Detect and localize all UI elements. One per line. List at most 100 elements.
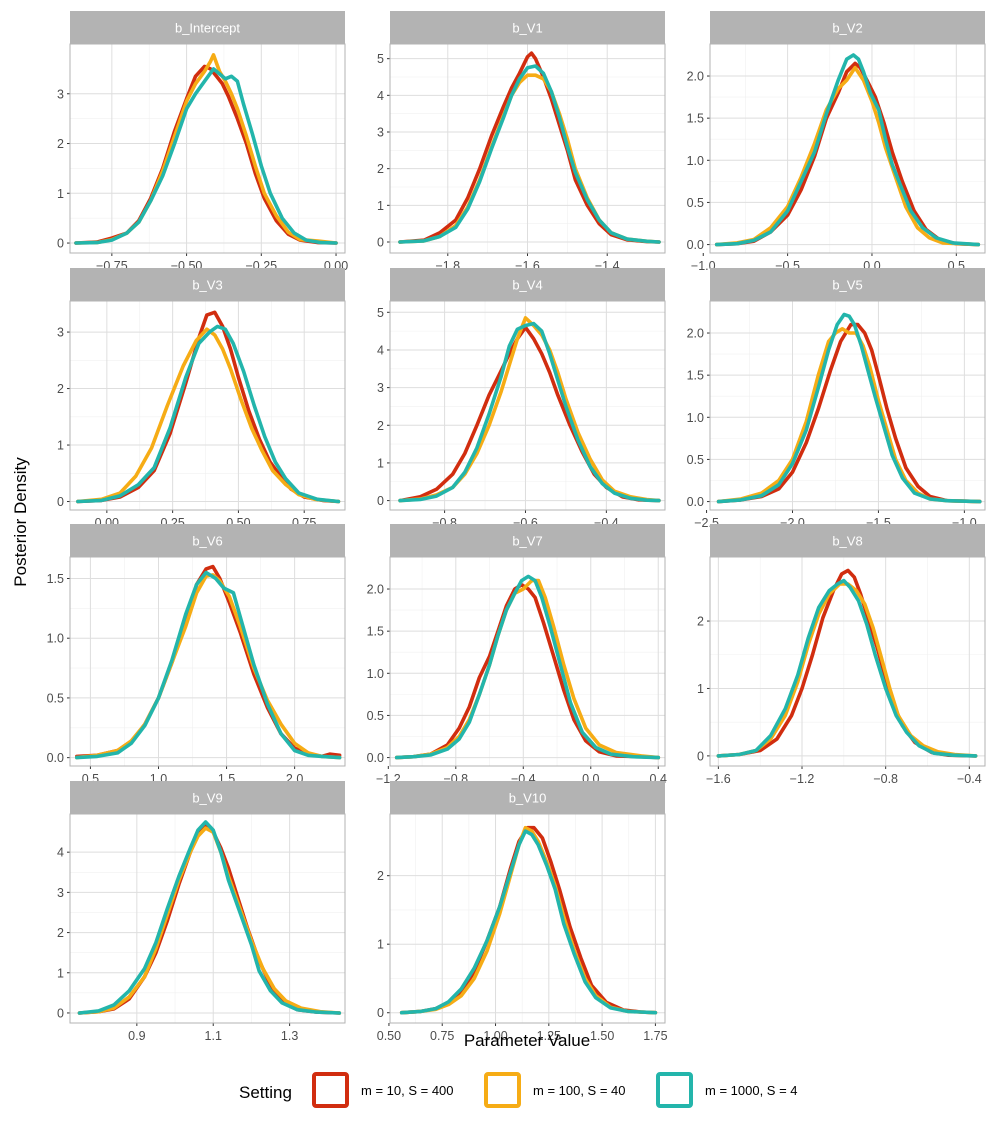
- x-tick-label: 1.00: [483, 1029, 507, 1043]
- y-tick-label: 1.0: [47, 632, 64, 646]
- y-tick-label: 1.5: [687, 369, 704, 383]
- density-line-m-1000-s-4: [394, 574, 661, 760]
- x-tick-label: 1.3: [281, 1029, 298, 1043]
- panel-strip: [70, 524, 345, 557]
- panel-border: [69, 813, 346, 1024]
- panel-title: b_V9: [192, 791, 222, 806]
- density-line-m-1000-s-4: [398, 321, 661, 503]
- panel-border: [389, 300, 666, 511]
- y-tick-label: 3: [377, 126, 384, 140]
- x-tick-label: 0.9: [128, 1029, 145, 1043]
- density-line-m-100-s-40: [716, 327, 982, 504]
- panel-b-v8: b_V8 −1.6 −1.2 −0.8 −0.4 0 1 2: [697, 524, 986, 786]
- density-line-m-10-s-400: [398, 51, 661, 244]
- y-tick-label: 1: [57, 966, 64, 980]
- panel-title: b_V10: [509, 791, 547, 806]
- panel-title: b_V1: [512, 21, 542, 36]
- plot-background: [710, 557, 985, 766]
- x-tick-label: −1.6: [706, 772, 731, 786]
- panel-border: [709, 43, 986, 254]
- y-tick-label: 1: [57, 439, 64, 453]
- panel-border: [69, 556, 346, 767]
- y-tick-label: 5: [377, 52, 384, 66]
- panel-b-v9: b_V9 0.9 1.1 1.3 0 1 2 3 4: [57, 781, 346, 1043]
- density-line-m-1000-s-4: [74, 67, 338, 245]
- panel-border: [709, 300, 986, 511]
- x-tick-label: 1.1: [205, 1029, 222, 1043]
- panel-strip: [70, 781, 345, 814]
- y-tick-label: 1.0: [687, 154, 704, 168]
- legend-title: Setting: [239, 1083, 292, 1102]
- y-tick-label: 4: [57, 846, 64, 860]
- y-tick-label: 2.0: [687, 327, 704, 341]
- panel-b-v6: b_V60.5 1.0 1.5 2.00.00.51.01.5: [47, 524, 346, 786]
- x-tick-label: 1.25: [537, 1029, 561, 1043]
- plot-background: [390, 301, 665, 510]
- density-line-m-10-s-400: [716, 322, 982, 504]
- y-tick-label: 2: [377, 162, 384, 176]
- panel-strip: [390, 268, 665, 301]
- y-tick-label: 1: [377, 199, 384, 213]
- panel-title: b_V3: [192, 278, 222, 293]
- y-tick-label: 1: [57, 187, 64, 201]
- y-tick-label: 1.5: [367, 625, 384, 639]
- legend-entry-1: m = 10, S = 400: [312, 1072, 454, 1108]
- panel-strip: [70, 11, 345, 44]
- panel-strip: [710, 268, 985, 301]
- panel-title: b_Intercept: [175, 21, 240, 36]
- plot-background: [710, 301, 985, 510]
- density-line-m-1000-s-4: [76, 324, 341, 504]
- legend-key: [656, 1072, 693, 1108]
- plot-background: [390, 557, 665, 766]
- panel-border: [709, 556, 986, 767]
- y-tick-label: 0: [697, 749, 704, 763]
- density-line-m-1000-s-4: [716, 312, 982, 504]
- density-line-m-1000-s-4: [398, 64, 661, 244]
- y-tick-label: 4: [377, 343, 384, 357]
- y-tick-label: 0.5: [367, 709, 384, 723]
- density-line-m-100-s-40: [77, 826, 342, 1015]
- y-tick-label: 2: [57, 382, 64, 396]
- y-tick-label: 1: [377, 456, 384, 470]
- panel-strip: [710, 11, 985, 44]
- panel-strip: [390, 781, 665, 814]
- y-tick-label: 0.0: [687, 495, 704, 509]
- x-tick-label: −1.0: [691, 259, 716, 273]
- legend: Setting m = 10, S = 400 m = 100, S = 40 m …: [239, 1072, 798, 1108]
- panel-b-v5: b_V5−2.5 −2.0 −1.5 −1.00.00.51.01.52.0: [687, 268, 986, 530]
- y-tick-label: 0: [377, 494, 384, 508]
- y-tick-label: 4: [377, 89, 384, 103]
- x-axis-title: Parameter Value: [464, 1031, 590, 1050]
- y-tick-label: 0.0: [687, 238, 704, 252]
- y-tick-label: 2: [57, 926, 64, 940]
- panel-b-v7: b_V7−1.2 −0.8 −0.4 0.0 0.40.00.51.01.52.0: [367, 524, 667, 786]
- y-tick-label: 0: [377, 1006, 384, 1020]
- density-line-m-1000-s-4: [77, 820, 342, 1015]
- panel-strip: [70, 268, 345, 301]
- density-line-m-10-s-400: [394, 583, 661, 760]
- x-tick-label: −0.4: [957, 772, 982, 786]
- density-line-m-1000-s-4: [75, 570, 342, 760]
- density-line-m-1000-s-4: [716, 578, 978, 758]
- density-line-m-100-s-40: [714, 65, 981, 247]
- legend-key: [484, 1072, 521, 1108]
- density-line-m-1000-s-4: [714, 53, 981, 247]
- y-tick-label: 1.5: [47, 572, 64, 586]
- y-tick-label: 0.5: [47, 691, 64, 705]
- plot-background: [70, 557, 345, 766]
- plot-background: [70, 814, 345, 1023]
- y-tick-label: 3: [57, 886, 64, 900]
- legend-entry-3: m = 1000, S = 4: [656, 1072, 798, 1108]
- panel-b-v10: b_V10 0.50 0.75 1.00 1.25 1.50 1.75 0 1 2: [377, 781, 668, 1043]
- y-tick-label: 0.0: [367, 751, 384, 765]
- x-tick-label: 0.50: [377, 1029, 401, 1043]
- y-tick-label: 3: [377, 381, 384, 395]
- panel-border: [389, 43, 666, 254]
- y-tick-label: 0: [57, 1006, 64, 1020]
- panel-strip: [390, 11, 665, 44]
- y-tick-label: 5: [377, 306, 384, 320]
- panel-title: b_V7: [512, 534, 542, 549]
- y-tick-label: 2: [57, 137, 64, 151]
